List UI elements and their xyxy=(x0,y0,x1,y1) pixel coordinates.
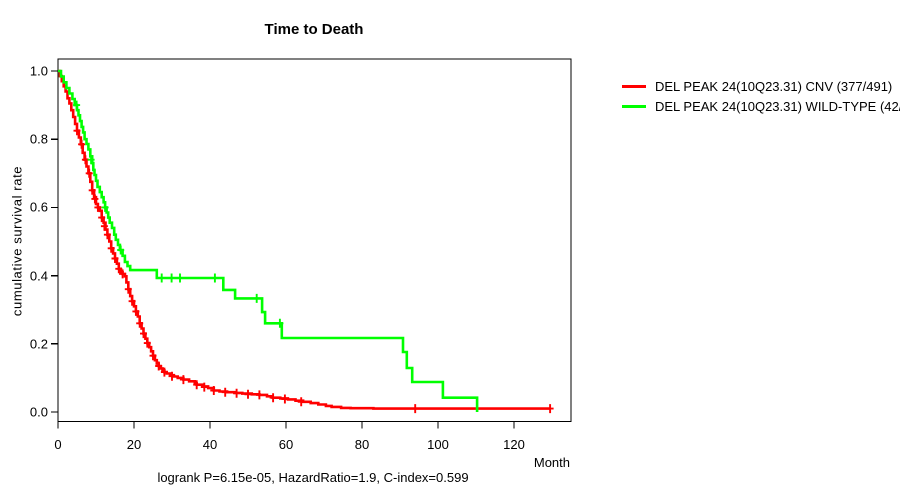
legend-line-wildtype-icon xyxy=(622,104,646,108)
plot-frame xyxy=(57,58,572,423)
x-tick-label: 120 xyxy=(503,437,525,452)
legend-label-cnv: DEL PEAK 24(10Q23.31) CNV (377/491) xyxy=(655,78,893,94)
legend-label-wildtype: DEL PEAK 24(10Q23.31) WILD-TYPE (42/61 xyxy=(655,98,900,114)
y-tick-label: 1.0 xyxy=(29,63,48,79)
legend-line-cnv-icon xyxy=(622,84,646,88)
y-tick-label: 0.0 xyxy=(29,404,48,420)
stats-annotation: logrank P=6.15e-05, HazardRatio=1.9, C-i… xyxy=(157,470,469,485)
y-tick-label: 0.2 xyxy=(29,336,48,352)
x-tick-label: 20 xyxy=(126,437,142,452)
censor-marks-cnv xyxy=(73,126,554,414)
y-tick-label: 0.8 xyxy=(29,131,48,147)
legend-item-cnv: DEL PEAK 24(10Q23.31) CNV (377/491) xyxy=(622,76,900,96)
legend-item-wildtype: DEL PEAK 24(10Q23.31) WILD-TYPE (42/61 xyxy=(622,96,900,116)
censor-marks-wildtype xyxy=(73,100,284,328)
survival-curve-wildtype xyxy=(58,69,479,412)
y-axis-label: cumulative survival rate xyxy=(9,165,25,317)
survival-curve-cnv xyxy=(58,69,551,410)
legend: DEL PEAK 24(10Q23.31) CNV (377/491) DEL … xyxy=(622,76,900,116)
x-axis-label: Month xyxy=(533,455,570,470)
y-tick-label: 0.4 xyxy=(29,268,48,284)
y-tick-label: 0.6 xyxy=(29,199,48,215)
x-tick-label: 80 xyxy=(354,437,370,452)
chart-title: Time to Death xyxy=(264,21,364,38)
x-tick-label: 40 xyxy=(202,437,218,452)
x-tick-label: 60 xyxy=(278,437,294,452)
x-tick-label: 100 xyxy=(427,437,449,452)
x-tick-label: 0 xyxy=(54,437,62,452)
